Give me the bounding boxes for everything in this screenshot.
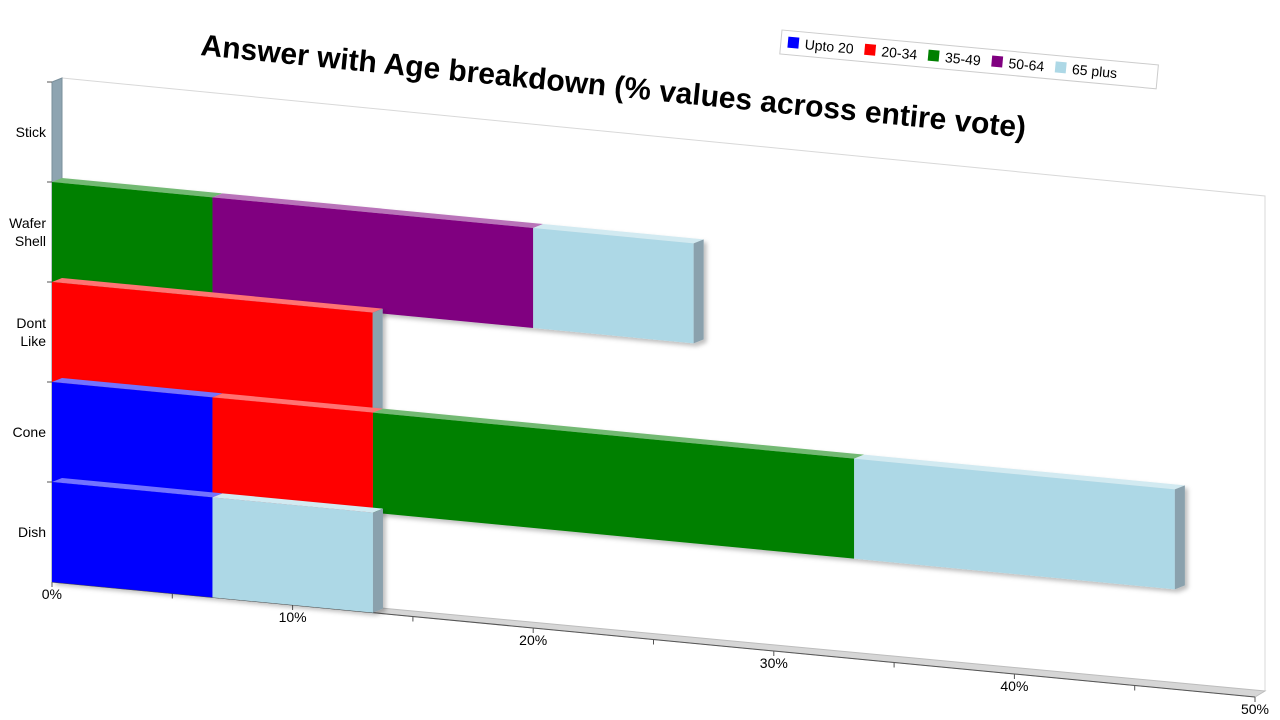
bar-top-face [52, 478, 223, 498]
bar-top-face [212, 193, 544, 228]
bar-segment [212, 397, 373, 513]
bar-end-face [693, 239, 704, 344]
bar-group [52, 478, 383, 613]
x-tick-label: 50% [1241, 701, 1269, 717]
bars [52, 178, 1185, 613]
legend-swatch [787, 36, 800, 49]
category-label: Stick [16, 124, 47, 140]
bar-top-face [372, 408, 865, 459]
bar-end-face [1174, 485, 1185, 590]
category-label: Dish [18, 524, 46, 540]
legend: Upto 20 20-34 35-49 50-64 65 plus [779, 29, 1159, 90]
bar-top-face [52, 378, 223, 398]
x-tick-label: 20% [519, 632, 547, 648]
bar-segment [52, 282, 373, 413]
bar-end-face [372, 508, 383, 613]
category-label: Cone [13, 424, 47, 440]
bar-segment [372, 412, 855, 559]
legend-entry: Upto 20 [804, 36, 855, 56]
bar-segment [212, 497, 373, 613]
x-tick-label: 40% [1000, 678, 1028, 694]
bar-top-face [52, 178, 223, 198]
legend-entry: 50-64 [1008, 55, 1045, 74]
legend-swatch [864, 43, 877, 56]
legend-entry: 65 plus [1071, 61, 1117, 81]
x-tick-label: 10% [279, 609, 307, 625]
bar-top-face [212, 493, 383, 513]
bar-group [52, 178, 704, 344]
bar-segment [52, 182, 213, 298]
bar-end-face [372, 308, 383, 413]
category-label: Dont Like [16, 315, 46, 349]
bar-top-face [212, 393, 383, 413]
bar-segment [533, 228, 694, 344]
bar-segment [854, 458, 1175, 590]
back-wall [61, 77, 1266, 691]
legend-box: Upto 20 20-34 35-49 50-64 65 plus [779, 29, 1159, 90]
bar-top-face [533, 224, 704, 244]
bar-top-face [854, 454, 1185, 490]
legend-swatch [927, 49, 940, 62]
bar-segment [52, 382, 213, 498]
legend-swatch [991, 55, 1004, 68]
x-axis: 0% 10% 20% 30% 40% 50% [42, 581, 1269, 717]
bar-top-face [52, 278, 383, 313]
bar-segment [52, 482, 213, 598]
category-labels: Stick Wafer Shell Dont Like Cone Dish [9, 81, 52, 540]
category-label: Wafer Shell [9, 215, 46, 249]
legend-entry: 35-49 [944, 49, 981, 68]
legend-entry: 20-34 [881, 43, 918, 62]
bar-segment [212, 197, 534, 328]
x-tick-label: 30% [760, 655, 788, 671]
bar-group [52, 278, 383, 413]
legend-swatch [1054, 61, 1067, 74]
x-tick-label: 0% [42, 586, 62, 602]
bar-group [52, 378, 1185, 590]
